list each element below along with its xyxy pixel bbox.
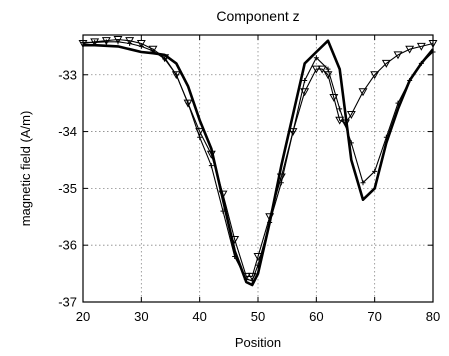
plus-marker [360, 180, 366, 186]
triangle-marker [335, 116, 345, 125]
triangle-marker [370, 71, 380, 80]
triangle-marker [148, 45, 158, 54]
y-tick-label: -35 [58, 181, 77, 196]
plus-marker [173, 72, 179, 78]
plus-marker [407, 77, 413, 83]
y-tick-label: -37 [58, 295, 77, 310]
series-3 [80, 39, 436, 283]
plus-marker [267, 219, 273, 225]
x-tick-label: 60 [309, 309, 323, 324]
triangle-marker [136, 40, 146, 48]
plus-marker [115, 39, 121, 45]
plus-marker [103, 39, 109, 45]
triangle-marker [329, 93, 339, 102]
series-line [83, 41, 434, 281]
plus-marker [162, 56, 168, 62]
triangle-marker [346, 111, 356, 119]
x-axis-title: Position [235, 335, 281, 350]
x-tick-label: 20 [76, 309, 90, 324]
y-axis-title: magnetic field (A/m) [18, 111, 33, 227]
triangle-marker [358, 88, 368, 97]
plus-marker [138, 43, 144, 49]
plus-marker [278, 180, 284, 186]
x-tick-label: 40 [192, 309, 206, 324]
x-tick-label: 70 [367, 309, 381, 324]
plus-marker [127, 41, 133, 47]
plus-marker [337, 106, 343, 112]
plus-marker [290, 129, 296, 135]
x-tick-label: 50 [251, 309, 265, 324]
plus-marker [197, 134, 203, 140]
plus-marker [232, 254, 238, 260]
series-line [83, 39, 435, 287]
plus-marker [220, 208, 226, 214]
plus-marker [313, 55, 319, 61]
x-tick-label: 30 [134, 309, 148, 324]
plus-marker [92, 39, 98, 45]
plus-marker [395, 100, 401, 106]
triangle-marker [393, 51, 403, 60]
plus-marker [372, 168, 378, 174]
triangle-marker [341, 119, 350, 128]
triangle-marker [381, 59, 391, 68]
triangle-marker [276, 173, 286, 182]
triangle-marker [300, 88, 310, 97]
triangle-marker [206, 150, 216, 159]
x-tick-label: 80 [426, 309, 440, 324]
chart-title: Component z [216, 8, 299, 24]
triangle-marker [416, 42, 426, 51]
triangle-marker [405, 45, 415, 54]
series-layer [78, 36, 438, 287]
grid [83, 35, 433, 302]
plus-marker [255, 262, 261, 268]
triangle-marker [101, 37, 111, 46]
y-tick-label: -34 [58, 124, 77, 139]
plus-marker [185, 100, 191, 106]
triangle-marker [125, 37, 135, 46]
plus-marker [150, 48, 156, 54]
y-tick-label: -36 [58, 238, 77, 253]
y-tick-label: -33 [58, 67, 77, 82]
plus-marker [348, 140, 354, 146]
triangle-marker [113, 36, 123, 44]
plus-marker [243, 276, 249, 282]
triangle-marker [311, 65, 321, 74]
plus-marker [383, 134, 389, 140]
series-1 [83, 39, 435, 287]
axes: 20 30 40 50 60 70 80 -37 -36 -35 -34 -33 [58, 34, 440, 324]
series-line [82, 38, 434, 277]
triangle-marker [230, 236, 240, 244]
plus-marker [208, 163, 214, 169]
plus-marker [325, 66, 331, 72]
plus-marker [249, 277, 255, 283]
triangle-marker [218, 190, 228, 199]
triangle-marker [317, 65, 327, 74]
plus-marker [302, 77, 308, 83]
plus-marker [418, 60, 424, 66]
